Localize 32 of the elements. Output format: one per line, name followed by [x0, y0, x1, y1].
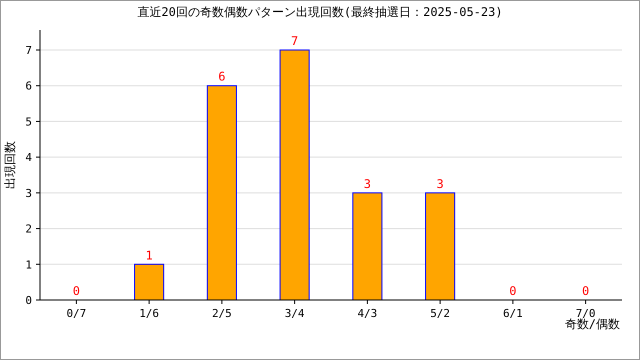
bar	[425, 192, 456, 300]
chart-title: 直近20回の奇数偶数パターン出現回数(最終抽選日：2025-05-23)	[137, 5, 503, 19]
y-tick-label: 2	[25, 222, 32, 236]
x-tick-label: 5/2	[430, 307, 450, 320]
x-tick-label: 0/7	[66, 307, 86, 320]
x-tick-label: 4/3	[357, 307, 378, 320]
data-label: 0	[509, 284, 516, 298]
data-label: 6	[218, 70, 226, 84]
bar	[352, 192, 382, 300]
x-tick-label: 2/5	[212, 307, 232, 320]
y-tick-label: 7	[25, 44, 32, 57]
data-label: 3	[364, 176, 371, 191]
y-tick-label: 4	[25, 151, 32, 164]
data-label: 3	[436, 176, 444, 191]
y-tick-label: 1	[25, 258, 32, 272]
x-tick-label: 1/6	[139, 307, 160, 320]
y-axis-title: 出現回数	[3, 141, 17, 189]
x-tick-label: 7/0	[576, 307, 596, 320]
y-tick-label: 3	[25, 186, 32, 200]
x-axis-title: 奇数/偶数	[564, 317, 620, 331]
bar	[134, 264, 164, 300]
bar	[280, 50, 310, 300]
data-label: 0	[582, 284, 590, 298]
y-tick-label: 5	[25, 115, 32, 128]
x-tick-label: 3/4	[284, 307, 305, 320]
y-tick-label: 0	[25, 294, 32, 307]
y-tick-label: 6	[25, 80, 32, 93]
data-label: 7	[291, 34, 298, 48]
bar	[206, 85, 237, 300]
data-label: 0	[72, 284, 80, 298]
data-label: 1	[146, 248, 153, 262]
x-tick-label: 6/1	[502, 307, 523, 320]
